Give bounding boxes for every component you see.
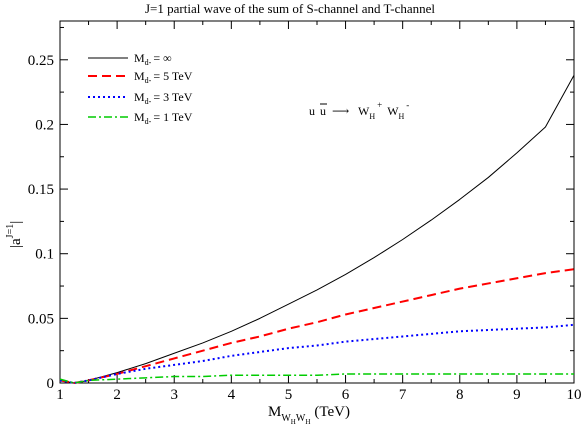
process-annotation: u u ⟶ WH+ WH- (309, 100, 409, 121)
x-tick-label: 2 (113, 387, 121, 403)
annotation-products: WH+ WH- (358, 100, 409, 121)
y-tick-label: 0.1 (35, 247, 54, 263)
legend-label-2: Md- = 5 TeV (134, 69, 193, 85)
x-tick-label: 7 (399, 387, 407, 403)
x-axis-ticks: 1 2 3 4 5 6 7 8 9 10 (56, 21, 581, 403)
series-line-3 (59, 323, 575, 384)
y-tick-label: 0.25 (28, 53, 54, 69)
series-line-2 (59, 268, 575, 384)
y-tick-label: 0.15 (28, 182, 54, 198)
annotation-arrow: ⟶ (332, 104, 349, 118)
y-axis-title: |aJ=1| (5, 221, 24, 248)
x-tick-label: 6 (342, 387, 350, 403)
x-tick-label: 4 (228, 387, 236, 403)
y-tick-label: 0 (47, 376, 55, 392)
legend-label-1: Md- = ∞ (134, 51, 172, 67)
x-tick-label: 9 (513, 387, 521, 403)
series-layer (59, 75, 575, 384)
x-axis-title: MWHWH(TeV) (268, 404, 350, 426)
x-tick-label: 1 (56, 387, 64, 403)
y-tick-label: 0.2 (35, 117, 54, 133)
x-tick-label: 8 (456, 387, 464, 403)
x-tick-label: 5 (285, 387, 293, 403)
x-tick-label: 3 (170, 387, 178, 403)
annotation-ubar: u (320, 104, 326, 118)
x-tick-label: 10 (567, 387, 581, 403)
legend-label-4: Md- = 1 TeV (134, 110, 193, 126)
annotation-u: u (309, 104, 315, 118)
legend-label-3: Md- = 3 TeV (134, 90, 193, 106)
series-line-1 (59, 75, 575, 384)
y-axis-ticks: 0 0.05 0.1 0.15 0.2 0.25 (28, 26, 574, 392)
chart-title: J=1 partial wave of the sum of S-channel… (145, 1, 435, 16)
legend: Md- = ∞ Md- = 5 TeV Md- = 3 TeV Md- = 1 TeV (88, 51, 193, 126)
y-tick-label: 0.05 (28, 311, 54, 327)
series-line-4 (59, 373, 574, 384)
